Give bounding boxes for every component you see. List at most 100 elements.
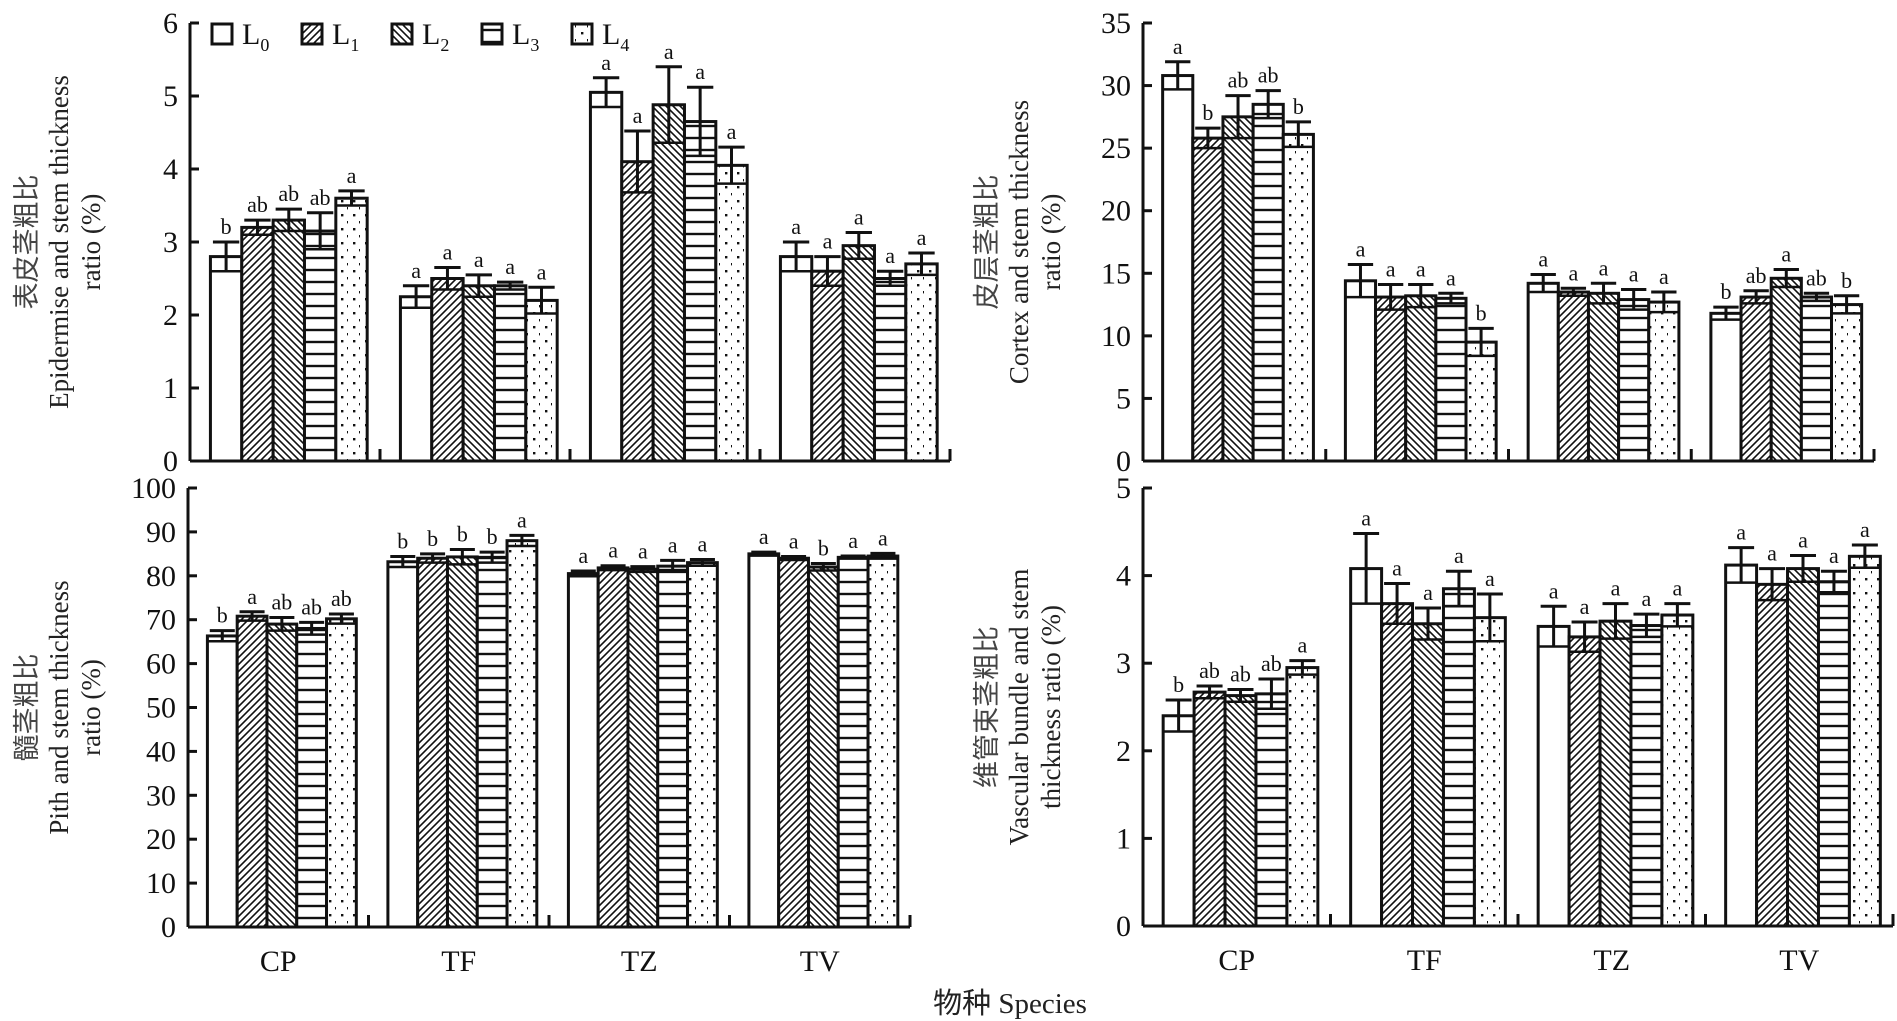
bar-tf-l2 bbox=[461, 284, 496, 463]
significance-label: a bbox=[1829, 543, 1839, 568]
significance-label: a bbox=[1580, 594, 1590, 619]
bar-tf-l1 bbox=[1380, 602, 1415, 928]
significance-label: a bbox=[1173, 34, 1183, 59]
y-axis-label-en-line2: ratio (%) bbox=[76, 659, 106, 756]
bar-tv-l2 bbox=[841, 244, 876, 463]
y-tick-label: 6 bbox=[163, 7, 178, 40]
significance-label: a bbox=[1356, 237, 1366, 262]
significance-label: a bbox=[1361, 506, 1371, 531]
significance-label: a bbox=[848, 528, 858, 553]
legend-label: L1 bbox=[332, 18, 359, 55]
significance-label: a bbox=[474, 247, 484, 272]
y-tick-label: 20 bbox=[146, 823, 176, 856]
y-tick-label: 10 bbox=[146, 867, 176, 900]
bar-cp-l2 bbox=[1223, 694, 1258, 928]
bar-tf-l3 bbox=[1434, 296, 1468, 463]
bar-tf-l0 bbox=[1343, 279, 1378, 463]
bar-tz-l1 bbox=[1567, 635, 1602, 928]
significance-label: a bbox=[885, 243, 895, 268]
legend-label: L4 bbox=[602, 18, 629, 55]
significance-label: a bbox=[638, 539, 648, 564]
significance-label: a bbox=[695, 59, 705, 84]
significance-label: ab bbox=[301, 594, 322, 619]
y-axis-label-cn: 维管束茎粗比 bbox=[972, 626, 1002, 788]
significance-label: ab bbox=[278, 181, 299, 206]
x-category-label: CP bbox=[1218, 944, 1255, 977]
bar-tf-l2 bbox=[1411, 622, 1445, 928]
significance-label: b bbox=[487, 524, 498, 549]
bar-tv-l1 bbox=[810, 269, 845, 463]
bar-tf-l2 bbox=[445, 555, 479, 929]
significance-label: a bbox=[537, 259, 547, 284]
significance-label: a bbox=[1386, 257, 1396, 282]
panel-epidermis: 0 1 2 3 4 5 6 表皮茎粗比 Epidermise and stem thicknes… bbox=[12, 7, 952, 478]
significance-label: a bbox=[1736, 520, 1746, 545]
legend-swatch bbox=[300, 22, 324, 46]
significance-label: a bbox=[578, 543, 588, 568]
legend-label: L3 bbox=[512, 18, 539, 55]
bar-cp-l1 bbox=[1191, 136, 1225, 463]
bar-cp-l0 bbox=[208, 255, 244, 463]
bar-tv-l4 bbox=[904, 262, 939, 463]
significance-label: ab bbox=[247, 192, 268, 217]
bar-tv-l4 bbox=[866, 554, 900, 929]
bar-tz-l0 bbox=[588, 90, 624, 463]
bar-cp-l0 bbox=[1161, 714, 1196, 928]
significance-label: a bbox=[823, 229, 833, 254]
legend-item-l1: L1 bbox=[300, 18, 359, 55]
legend-label: L2 bbox=[422, 18, 449, 55]
significance-label: a bbox=[1485, 566, 1495, 591]
x-category-label: TV bbox=[800, 945, 840, 978]
significance-label: ab bbox=[1230, 661, 1251, 686]
significance-label: b bbox=[1293, 94, 1304, 119]
bar-cp-l3 bbox=[1251, 102, 1285, 463]
bar-cp-l1 bbox=[235, 614, 269, 929]
bar-tf-l0 bbox=[398, 295, 434, 463]
bar-tz-l2 bbox=[1598, 619, 1633, 928]
bar-tv-l4 bbox=[1830, 303, 1864, 463]
y-tick-label: 1 bbox=[163, 372, 178, 405]
y-tick-label: 70 bbox=[146, 604, 176, 637]
significance-label: a bbox=[608, 538, 618, 563]
bar-tz-l2 bbox=[1586, 291, 1621, 463]
bar-tf-l4 bbox=[1472, 616, 1507, 928]
bar-cp-l2 bbox=[271, 218, 306, 463]
bar-tz-l4 bbox=[1660, 613, 1695, 928]
panel-vascular: 0 1 2 3 4 5 维管束茎粗比 Vascular bundle and stem thic… bbox=[972, 472, 1895, 977]
bar-cp-l3 bbox=[302, 229, 338, 463]
significance-label: ab bbox=[310, 185, 331, 210]
significance-label: a bbox=[347, 163, 357, 188]
y-axis-label-en-line1: Vascular bundle and stem bbox=[1004, 569, 1034, 846]
y-axis-label: 皮层茎粗比 Cortex and stem thickness ratio (%) bbox=[972, 100, 1066, 384]
y-tick-label: 15 bbox=[1101, 257, 1131, 290]
bar-cp-l4 bbox=[1285, 666, 1320, 928]
bar-tv-l1 bbox=[777, 556, 810, 929]
bar-cp-l1 bbox=[1192, 690, 1227, 928]
bar-tz-l3 bbox=[656, 564, 690, 929]
significance-label: b bbox=[1720, 279, 1731, 304]
x-category-label: TF bbox=[1407, 944, 1442, 977]
y-tick-label: 5 bbox=[163, 80, 178, 113]
legend-swatch bbox=[390, 22, 414, 46]
panel-cortex: 0 5 10 15 20 25 30 35 皮层茎粗比 Cortex and stem thick… bbox=[972, 7, 1876, 478]
significance-label: a bbox=[411, 258, 421, 283]
y-tick-label: 2 bbox=[1116, 735, 1131, 768]
significance-label: a bbox=[1297, 633, 1307, 658]
bar-tf-l1 bbox=[1374, 295, 1408, 463]
bar-cp-l2 bbox=[1221, 115, 1255, 463]
bar-tz-l3 bbox=[1617, 298, 1651, 463]
significance-label: a bbox=[1672, 576, 1682, 601]
legend-item-l2: L2 bbox=[390, 18, 449, 55]
significance-label: a bbox=[878, 525, 888, 550]
significance-label: a bbox=[698, 532, 708, 557]
significance-label: a bbox=[601, 50, 611, 75]
x-category-label: TZ bbox=[1593, 944, 1630, 977]
significance-label: b bbox=[427, 526, 438, 551]
significance-label: a bbox=[1454, 543, 1464, 568]
y-tick-label: 40 bbox=[146, 735, 176, 768]
bar-tf-l3 bbox=[492, 284, 528, 463]
bar-tz-l3 bbox=[682, 120, 718, 463]
significance-label: ab bbox=[331, 586, 352, 611]
bar-tv-l2 bbox=[1786, 567, 1820, 928]
